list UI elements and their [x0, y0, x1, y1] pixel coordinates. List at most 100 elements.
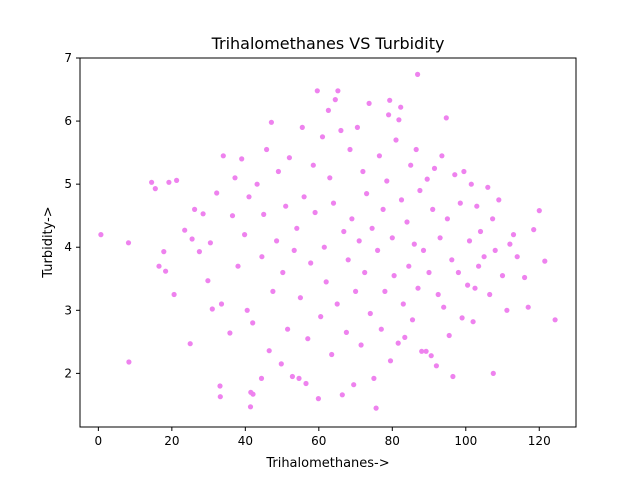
data-point: [250, 320, 256, 326]
data-point: [192, 206, 198, 212]
data-point: [321, 244, 327, 250]
data-point: [261, 211, 267, 217]
data-point: [542, 258, 548, 264]
data-point: [457, 200, 463, 206]
data-point: [303, 380, 309, 387]
data-point: [499, 273, 506, 279]
plot-frame: [79, 57, 577, 428]
x-axis: 0 20 40 60 80 100 120: [95, 427, 551, 448]
data-point: [161, 249, 167, 255]
data-point: [428, 353, 434, 359]
data-point: [441, 304, 447, 310]
data-point: [152, 186, 158, 192]
data-point: [156, 263, 162, 269]
data-point: [149, 179, 155, 185]
data-point: [382, 288, 388, 294]
data-point: [291, 247, 297, 253]
data-point: [174, 177, 180, 183]
data-point: [375, 247, 381, 253]
data-point: [450, 373, 456, 380]
data-point: [376, 153, 382, 159]
data-point: [409, 317, 416, 323]
x-tick-label: 20: [164, 434, 179, 448]
data-point: [439, 153, 445, 159]
data-point: [274, 238, 280, 244]
data-point: [209, 306, 215, 312]
data-point: [472, 285, 478, 291]
data-point: [125, 240, 132, 246]
data-point: [266, 348, 272, 354]
data-point: [299, 124, 305, 130]
data-point: [343, 329, 349, 335]
data-point: [227, 330, 233, 336]
y-tick-label: 4: [64, 240, 72, 254]
data-point: [443, 115, 449, 121]
data-point: [218, 301, 225, 307]
data-point: [378, 326, 384, 332]
y-tick-label: 7: [64, 51, 72, 65]
data-point: [214, 190, 220, 196]
data-point: [393, 137, 399, 143]
data-point: [345, 257, 351, 263]
data-point: [332, 97, 338, 103]
data-point: [334, 301, 340, 307]
data-point: [398, 197, 405, 203]
data-point: [415, 71, 421, 77]
data-point: [329, 351, 335, 358]
data-point: [200, 211, 206, 217]
data-point: [387, 358, 394, 364]
data-point: [391, 273, 397, 279]
data-point: [402, 334, 408, 340]
data-point: [189, 236, 195, 242]
data-point: [504, 307, 510, 313]
data-point: [319, 134, 326, 140]
data-point: [459, 315, 465, 321]
data-point: [433, 363, 439, 369]
data-point: [259, 254, 265, 260]
data-point: [246, 194, 252, 200]
x-tick-label: 120: [528, 434, 551, 448]
data-point: [327, 175, 333, 181]
data-point: [294, 225, 300, 231]
data-point: [389, 235, 395, 241]
data-point: [270, 288, 276, 294]
data-point: [507, 241, 513, 247]
data-point: [514, 254, 520, 260]
data-point: [362, 269, 368, 276]
data-point: [536, 208, 542, 214]
data-point: [468, 181, 474, 187]
data-point: [285, 326, 291, 332]
data-point: [371, 375, 377, 381]
data-point: [187, 341, 193, 347]
data-point: [264, 146, 270, 153]
data-point: [413, 146, 419, 153]
data-point: [318, 314, 324, 320]
data-point: [347, 146, 353, 153]
data-point: [552, 317, 558, 323]
data-point: [400, 301, 406, 307]
x-tick-label: 40: [238, 434, 253, 448]
data-point: [166, 179, 172, 185]
data-point: [455, 269, 461, 276]
data-point: [510, 232, 517, 238]
data-point: [426, 269, 432, 276]
data-point: [360, 168, 366, 175]
data-points: [98, 71, 558, 411]
data-point: [242, 232, 248, 238]
data-point: [232, 175, 238, 181]
data-point: [239, 156, 245, 162]
data-point: [423, 348, 429, 354]
data-point: [217, 394, 223, 400]
data-point: [415, 285, 421, 291]
data-point: [207, 240, 213, 246]
data-point: [286, 155, 292, 161]
data-point: [398, 104, 404, 110]
data-point: [437, 235, 443, 241]
data-point: [408, 162, 414, 168]
data-point: [419, 348, 425, 354]
y-axis: 2 3 4 5 6 7: [64, 51, 80, 380]
data-point: [280, 269, 286, 276]
data-point: [314, 88, 320, 94]
data-point: [417, 187, 423, 194]
